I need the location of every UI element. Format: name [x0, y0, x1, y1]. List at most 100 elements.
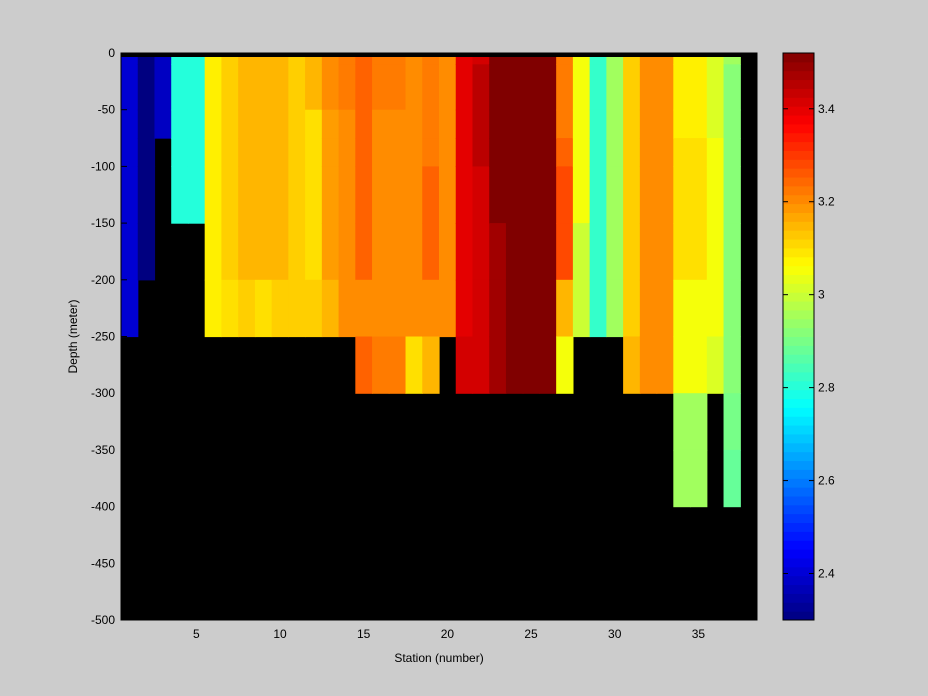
heatmap-cell	[254, 279, 273, 338]
colorbar-band	[783, 522, 814, 532]
heatmap-cell	[539, 53, 557, 65]
heatmap-cell	[405, 138, 423, 167]
heatmap-cell	[723, 223, 741, 281]
heatmap-cell	[405, 109, 423, 139]
heatmap-cell	[271, 279, 289, 338]
heatmap-cell	[673, 279, 691, 338]
heatmap-cell	[388, 109, 407, 139]
colorbar-band	[783, 557, 814, 568]
colorbar-band	[783, 70, 814, 81]
colorbar-band	[783, 602, 814, 612]
heatmap-cell	[238, 279, 256, 338]
heatmap-cell	[137, 138, 156, 167]
heatmap-cell	[522, 279, 541, 338]
heatmap-cell	[121, 138, 139, 167]
heatmap-cell	[706, 53, 725, 65]
colorbar-band	[783, 336, 814, 346]
heatmap-cell	[639, 223, 658, 281]
heatmap-cell	[171, 64, 189, 111]
colorbar-band	[783, 106, 814, 116]
colorbar-tick-label: 3	[818, 288, 825, 302]
heatmap-cell	[606, 279, 624, 338]
colorbar-band	[783, 549, 814, 559]
heatmap-cell	[706, 109, 725, 139]
heatmap-cell	[455, 109, 474, 139]
heatmap-cell	[522, 53, 541, 65]
heatmap-cell	[723, 64, 741, 111]
colorbar-band	[783, 159, 814, 169]
heatmap-cell	[572, 138, 591, 167]
colorbar-band	[783, 309, 814, 320]
heatmap-cell	[690, 393, 708, 451]
heatmap-cell	[673, 336, 691, 394]
heatmap-cell	[321, 166, 340, 224]
heatmap-cell	[355, 64, 373, 111]
heatmap-cell	[271, 223, 289, 281]
heatmap-cell	[723, 336, 741, 394]
colorbar-band	[783, 442, 814, 453]
heatmap-cell	[422, 109, 440, 139]
colorbar-band	[783, 168, 814, 178]
heatmap-cell	[455, 64, 474, 111]
heatmap-cell	[522, 109, 541, 139]
heatmap-cell	[673, 166, 691, 224]
heatmap-cell	[204, 109, 223, 139]
heatmap-cell	[338, 138, 356, 167]
heatmap-cell	[154, 109, 172, 139]
heatmap-cell	[706, 223, 725, 281]
heatmap-cell	[171, 53, 189, 65]
heatmap-cell	[455, 138, 474, 167]
heatmap-cell	[706, 279, 725, 338]
heatmap-cell	[472, 336, 490, 394]
heatmap-cell	[355, 109, 373, 139]
heatmap-cell	[238, 223, 256, 281]
heatmap-cell	[405, 64, 423, 111]
colorbar-band	[783, 345, 814, 355]
heatmap-cell	[706, 166, 725, 224]
heatmap-cell	[388, 64, 407, 111]
heatmap-cell	[321, 223, 340, 281]
heatmap-cell	[204, 53, 223, 65]
heatmap-cell	[556, 138, 574, 167]
y-tick-label: -350	[91, 443, 115, 457]
heatmap-cell	[489, 223, 507, 281]
heatmap-cell	[221, 109, 239, 139]
heatmap-cell	[305, 64, 323, 111]
heatmap-cell	[639, 53, 658, 65]
y-tick-label: -50	[98, 103, 116, 117]
colorbar-band	[783, 292, 814, 302]
heatmap-cell	[187, 64, 206, 111]
heatmap-cell	[639, 109, 658, 139]
heatmap-cell	[121, 109, 139, 139]
heatmap-cell	[439, 109, 457, 139]
heatmap-cell	[355, 336, 373, 394]
heatmap-cell	[489, 279, 507, 338]
colorbar-band	[783, 389, 814, 400]
heatmap-cell	[137, 64, 156, 111]
colorbar-band	[783, 584, 814, 594]
heatmap-cell	[422, 53, 440, 65]
heatmap-cell	[439, 64, 457, 111]
heatmap-cell	[338, 166, 356, 224]
colorbar-tick-label: 2.4	[818, 567, 835, 581]
colorbar-tick-label: 2.6	[818, 474, 835, 488]
colorbar-band	[783, 212, 814, 222]
heatmap-cell	[455, 223, 474, 281]
heatmap-cell	[472, 109, 490, 139]
colorbar-band	[783, 575, 814, 586]
colorbar-band	[783, 247, 814, 258]
heatmap-cell	[522, 138, 541, 167]
heatmap-cell	[405, 53, 423, 65]
heatmap-cell	[238, 166, 256, 224]
x-axis-label: Station (number)	[394, 651, 483, 665]
heatmap-cell	[121, 279, 139, 338]
colorbar-band	[783, 478, 814, 488]
heatmap-cell	[137, 109, 156, 139]
heatmap-cell	[321, 279, 340, 338]
heatmap-cell	[137, 223, 156, 281]
heatmap-cell	[489, 166, 507, 224]
heatmap-cell	[321, 138, 340, 167]
colorbar-band	[783, 398, 814, 408]
heatmap-cell	[572, 53, 591, 65]
